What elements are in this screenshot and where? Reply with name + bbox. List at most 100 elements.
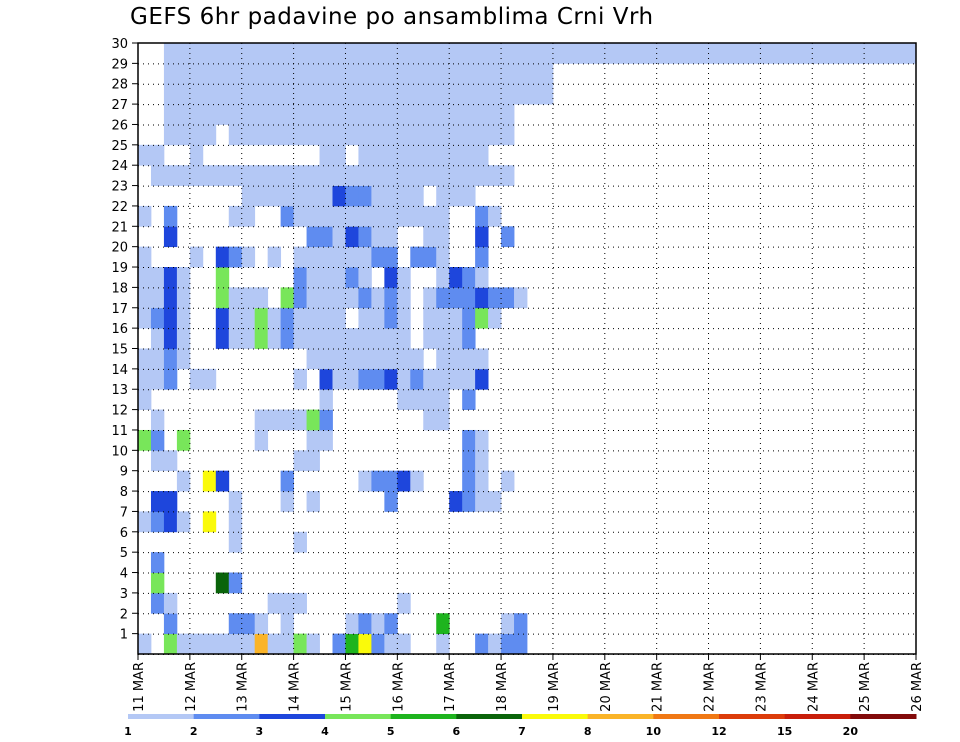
heatmap-cell xyxy=(708,43,722,64)
heatmap-cell xyxy=(436,43,450,64)
heatmap-cell xyxy=(163,267,178,288)
heatmap-cell xyxy=(150,450,165,472)
heatmap-cell xyxy=(501,43,515,64)
heatmap-cell xyxy=(410,104,424,125)
heatmap-cell xyxy=(488,124,502,146)
heatmap-cell xyxy=(371,307,385,329)
heatmap-cell xyxy=(799,43,813,64)
heatmap-cell xyxy=(163,165,178,186)
heatmap-cell xyxy=(293,450,307,472)
heatmap-cell xyxy=(358,165,372,186)
heatmap-cell xyxy=(436,104,450,125)
heatmap-cell xyxy=(514,43,528,64)
x-tick-label: 20 MAR xyxy=(599,662,614,712)
heatmap-cell xyxy=(150,165,165,186)
heatmap-cell xyxy=(150,368,165,390)
heatmap-cell xyxy=(410,389,424,410)
colorbar-label: 5 xyxy=(387,725,395,738)
colorbar-legend: 1 2 3 4 5 6 7 8 10 12 15 20 xyxy=(124,714,917,738)
heatmap-cell xyxy=(345,613,359,635)
heatmap-cell xyxy=(293,368,307,390)
heatmap-cell xyxy=(371,226,385,248)
heatmap-cell xyxy=(319,287,333,309)
heatmap-cell xyxy=(176,165,191,186)
heatmap-cell xyxy=(423,205,437,227)
heatmap-cell xyxy=(449,491,463,512)
heatmap-cell xyxy=(138,267,152,288)
y-tick-label: 22 xyxy=(111,200,128,215)
x-tick-label: 22 MAR xyxy=(703,662,718,712)
heatmap-cell xyxy=(384,165,398,186)
heatmap-cell xyxy=(410,83,424,105)
y-tick-label: 14 xyxy=(111,363,128,378)
x-tick-label: 15 MAR xyxy=(340,662,355,712)
heatmap-cell xyxy=(345,633,359,655)
heatmap-cell xyxy=(436,633,450,655)
heatmap-cell xyxy=(488,287,502,309)
heatmap-cell xyxy=(319,307,333,329)
heatmap-cell xyxy=(254,633,269,655)
heatmap-cell xyxy=(241,185,256,207)
heatmap-cell xyxy=(150,267,165,288)
heatmap-cell xyxy=(682,43,696,64)
heatmap-cell xyxy=(475,307,489,329)
colorbar-swatch xyxy=(259,714,326,719)
heatmap-cell xyxy=(358,328,372,349)
heatmap-cell xyxy=(462,429,476,451)
heatmap-cell xyxy=(384,307,398,329)
heatmap-cell xyxy=(617,43,632,64)
y-tick-label: 8 xyxy=(120,485,128,500)
heatmap-cell xyxy=(384,43,398,64)
heatmap-cell xyxy=(371,63,385,85)
heatmap-cell xyxy=(656,43,671,64)
y-tick-label: 23 xyxy=(111,180,128,195)
heatmap-cell xyxy=(241,205,256,227)
heatmap-cell xyxy=(397,470,411,492)
heatmap-cell xyxy=(163,348,178,370)
heatmap-cell xyxy=(150,307,165,329)
y-tick-label: 9 xyxy=(120,465,128,480)
heatmap-cell xyxy=(475,246,489,268)
heatmap-cell xyxy=(345,185,359,207)
heatmap-cell xyxy=(462,63,476,85)
heatmap-cell xyxy=(423,124,437,146)
heatmap-cell xyxy=(189,43,204,64)
heatmap-cell xyxy=(228,63,243,85)
heatmap-cell xyxy=(138,368,152,390)
heatmap-cell xyxy=(475,348,489,370)
heatmap-cell xyxy=(163,205,178,227)
heatmap-cell xyxy=(358,470,372,492)
x-tick-label: 19 MAR xyxy=(547,662,562,712)
heatmap-cell xyxy=(384,226,398,248)
colorbar-label: 6 xyxy=(453,725,461,738)
heatmap-cell xyxy=(423,83,437,105)
heatmap-cell xyxy=(267,83,282,105)
colorbar-label: 3 xyxy=(256,725,264,738)
heatmap-cell xyxy=(358,613,372,635)
heatmap-cell xyxy=(332,144,346,166)
heatmap-cell xyxy=(306,491,320,512)
heatmap-cell xyxy=(228,307,243,329)
heatmap-cell xyxy=(332,368,346,390)
heatmap-cell xyxy=(410,124,424,146)
colorbar-label: 7 xyxy=(518,725,526,738)
heatmap-cell xyxy=(280,633,294,655)
heatmap-cell xyxy=(189,246,204,268)
heatmap-cell xyxy=(397,348,411,370)
heatmap-cell xyxy=(306,328,320,349)
heatmap-cell xyxy=(397,43,411,64)
heatmap-cell xyxy=(306,409,320,431)
heatmap-cell xyxy=(163,592,178,614)
heatmap-cell xyxy=(475,144,489,166)
x-tick-label: 16 MAR xyxy=(391,662,406,712)
heatmap-cell xyxy=(760,43,774,64)
heatmap-cell xyxy=(397,307,411,329)
heatmap-cell xyxy=(384,328,398,349)
heatmap-cell xyxy=(397,633,411,655)
heatmap-cell xyxy=(241,124,256,146)
heatmap-cell xyxy=(176,43,191,64)
heatmap-cell xyxy=(241,104,256,125)
heatmap-cell xyxy=(319,226,333,248)
colorbar-swatch xyxy=(456,714,523,719)
heatmap-cell xyxy=(332,287,346,309)
